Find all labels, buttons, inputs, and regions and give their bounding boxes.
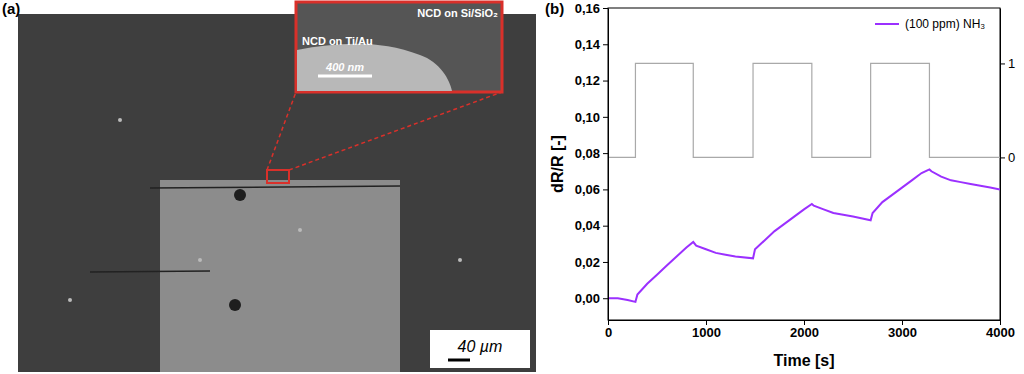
plot-area (608, 63, 1000, 301)
tick: 0,00 (575, 291, 608, 306)
tick: 0,12 (575, 73, 608, 88)
y-axis-title: dR/R [-] (549, 135, 566, 193)
tick-label: 0 (1008, 150, 1015, 165)
tick-label: 2000 (790, 325, 819, 340)
sem-scratch (150, 186, 400, 188)
tick-mark (603, 44, 608, 45)
tick-label: 3000 (888, 325, 917, 340)
tick-label: 0,12 (575, 73, 600, 88)
y-axis: 0,00 0,02 0,04 0,06 0,08 0,10 0,12 0,14 0,16 (575, 1, 609, 321)
inset-region (297, 44, 452, 91)
tick: 4000 (986, 320, 1015, 340)
tick-mark (603, 189, 608, 190)
scale-bar (448, 359, 470, 362)
sem-speck (229, 299, 241, 311)
sem-panel: NCD on Si/SiO₂ NCD on Ti/Au 400 nm 40 µm (18, 2, 536, 372)
axis-line (1000, 9, 1001, 321)
tick: 0 (605, 320, 612, 340)
tick-label: 0,08 (575, 146, 600, 161)
tick-mark (603, 153, 608, 154)
plot-frame (608, 8, 1000, 320)
zoom-line (267, 92, 296, 170)
data-line (608, 169, 1000, 301)
sem-speck (198, 258, 202, 262)
tick-label: 0,14 (575, 37, 601, 52)
tick: 1000 (692, 320, 721, 340)
sem-speck (68, 298, 72, 302)
zoom-box (267, 170, 289, 183)
chart-title: (b) (545, 0, 564, 17)
tick: 2000 (790, 320, 819, 340)
tick-mark (1000, 63, 1005, 64)
inset-label: NCD on Ti/Au (302, 35, 373, 47)
tick: 1 (1000, 56, 1015, 71)
inset-label: NCD on Si/SiO₂ (417, 7, 498, 19)
legend: (100 ppm) NH₃ (875, 17, 985, 31)
sem-speck (298, 228, 302, 232)
tick-mark (603, 8, 608, 9)
inset-scale-label: 400 nm (325, 61, 364, 73)
sem-pad (160, 180, 400, 372)
tick-mark (603, 226, 608, 227)
tick: 0,14 (575, 37, 608, 52)
tick: 0,08 (575, 146, 608, 161)
legend-label: (100 ppm) NH₃ (905, 17, 985, 31)
tick: 0,02 (575, 255, 608, 270)
tick-label: 1 (1008, 56, 1015, 71)
y2-axis: 01 (1000, 9, 1015, 321)
sem-speck (234, 189, 246, 201)
tick-label: 0,06 (575, 182, 600, 197)
scale-label: 40 µm (458, 338, 503, 355)
tick-mark (603, 298, 608, 299)
tick-mark (603, 117, 608, 118)
tick: 0 (1000, 150, 1015, 165)
x-axis-title: Time [s] (773, 352, 834, 369)
sem-speck (118, 118, 122, 122)
panel-label: (a) (2, 0, 20, 17)
x-axis: 0 1000 2000 3000 4000 (605, 320, 1015, 340)
gas-pulse-line (608, 63, 1000, 157)
sem-speck (458, 258, 462, 262)
tick-label: 4000 (986, 325, 1015, 340)
tick-mark (1000, 157, 1005, 158)
tick-label: 0,04 (575, 218, 601, 233)
tick-mark (603, 81, 608, 82)
axis-line (608, 9, 609, 321)
tick-label: 0,10 (575, 109, 600, 124)
tick-label: 0,16 (575, 1, 600, 16)
tick: 0,16 (575, 1, 608, 16)
tick-label: 0,02 (575, 255, 600, 270)
inset-background (296, 2, 502, 92)
inset-scale-bar (318, 75, 372, 78)
tick: 0,04 (575, 218, 608, 233)
legend-swatch (875, 23, 899, 25)
tick: 3000 (888, 320, 917, 340)
sem-scratch (90, 271, 210, 272)
tick-label: 1000 (692, 325, 721, 340)
zoom-line (289, 92, 502, 170)
tick: 0,10 (575, 109, 608, 124)
tick-label: 0,00 (575, 291, 600, 306)
tick-mark (603, 262, 608, 263)
tick-label: 0 (605, 325, 612, 340)
scale-box (430, 330, 530, 368)
tick: 0,06 (575, 182, 608, 197)
